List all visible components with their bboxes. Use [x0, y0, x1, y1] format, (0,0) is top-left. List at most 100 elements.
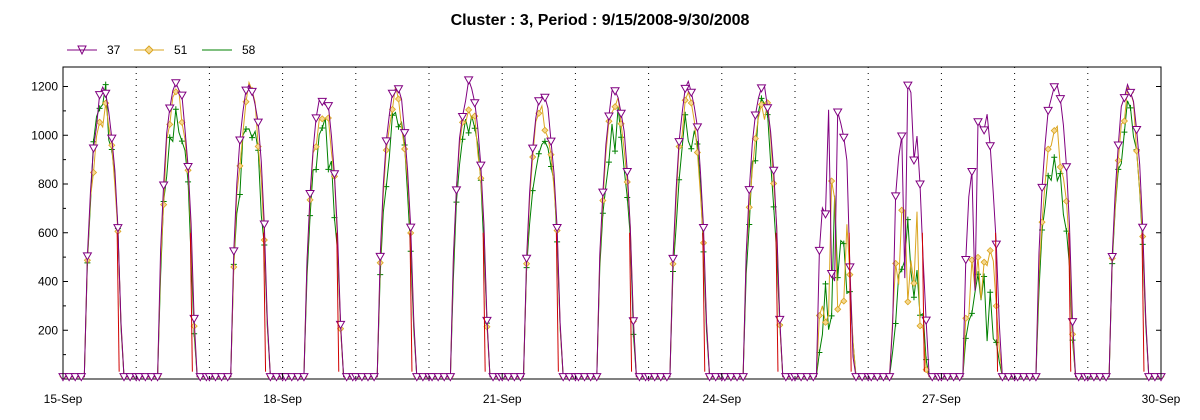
data-point-37: [164, 104, 175, 114]
data-point-37: [299, 373, 309, 382]
data-point-37: [634, 373, 645, 382]
data-point-37: [82, 252, 93, 261]
x-tick-label: 27-Sep: [922, 392, 961, 406]
data-point-58: [465, 129, 472, 136]
y-tick-label: 400: [38, 275, 58, 289]
data-point-51: [108, 141, 116, 149]
data-point-51: [1120, 117, 1128, 125]
data-point-37: [564, 373, 575, 382]
accent-stroke: [409, 232, 413, 372]
data-point-58: [1127, 104, 1134, 111]
data-point-58: [535, 150, 542, 157]
data-point-37: [381, 137, 392, 146]
data-point-37: [228, 247, 239, 256]
data-point-37: [878, 373, 889, 382]
accent-stroke: [116, 232, 120, 372]
data-point-37: [488, 373, 498, 382]
series-layer: [58, 76, 1166, 382]
data-point-37: [146, 373, 157, 382]
data-point-37: [292, 373, 303, 382]
data-point-37: [942, 373, 953, 382]
data-point-37: [622, 167, 633, 177]
data-point-37: [1031, 373, 1041, 382]
data-point-51: [312, 143, 320, 151]
data-point-37: [113, 224, 123, 233]
data-point-37: [674, 138, 684, 147]
data-point-37: [1061, 163, 1072, 172]
data-point-51: [318, 115, 326, 123]
accent-stroke: [702, 232, 706, 372]
data-point-37: [509, 373, 520, 382]
data-point-37: [265, 373, 276, 382]
data-point-51: [1050, 127, 1058, 135]
plot-frame: [62, 66, 1162, 380]
data-point-37: [515, 373, 526, 382]
data-point-58: [987, 289, 994, 296]
data-point-37: [832, 108, 843, 117]
data-point-37: [1003, 373, 1014, 382]
data-point-58: [624, 194, 631, 201]
data-point-58: [1121, 129, 1128, 136]
data-point-37: [1089, 373, 1099, 382]
data-point-37: [1131, 126, 1142, 135]
data-point-58: [313, 166, 320, 173]
data-point-37: [1125, 88, 1136, 98]
data-point-58: [834, 274, 841, 281]
data-point-58: [968, 310, 975, 317]
data-point-37: [838, 133, 849, 143]
data-point-37: [482, 316, 492, 326]
legend-label-58: 58: [242, 43, 256, 57]
data-point-58: [389, 112, 396, 119]
data-point-37: [88, 144, 99, 153]
data-point-51: [529, 153, 537, 161]
data-point-51: [904, 298, 912, 306]
data-point-37: [210, 373, 221, 382]
accent-stroke: [189, 232, 193, 372]
data-point-51: [465, 106, 473, 114]
data-point-37: [662, 373, 672, 382]
data-point-51: [757, 100, 766, 109]
data-point-37: [820, 210, 831, 219]
data-point-37: [997, 373, 1008, 382]
data-point-37: [341, 373, 352, 382]
data-point-58: [90, 138, 97, 145]
data-point-58: [694, 141, 701, 148]
data-point-37: [921, 316, 932, 326]
data-point-58: [471, 125, 478, 132]
legend-label-37: 37: [107, 43, 121, 57]
data-point-37: [305, 190, 315, 199]
data-point-58: [185, 178, 192, 185]
chart-title: Cluster : 3, Period : 9/15/2008-9/30/200…: [451, 12, 750, 29]
data-point-37: [317, 97, 328, 107]
y-tick-label: 1200: [31, 80, 58, 94]
data-point-37: [909, 156, 919, 166]
data-point-37: [1049, 83, 1060, 92]
data-point-37: [323, 102, 334, 111]
accent-stroke: [482, 232, 486, 372]
data-point-37: [140, 373, 151, 382]
data-point-37: [585, 373, 596, 382]
data-point-37: [686, 88, 697, 98]
accent-stroke: [336, 232, 340, 372]
data-point-51: [401, 145, 409, 153]
data-point-58: [993, 339, 1000, 346]
data-point-37: [750, 111, 761, 120]
data-point-37: [540, 93, 550, 103]
data-point-58: [605, 159, 612, 166]
data-point-37: [884, 373, 895, 382]
data-point-58: [981, 273, 988, 280]
data-point-37: [100, 89, 111, 99]
data-point-37: [597, 188, 608, 198]
data-point-51: [394, 95, 403, 103]
data-point-37: [668, 254, 678, 264]
data-point-37: [152, 373, 163, 382]
accent-stroke: [995, 232, 999, 372]
data-point-37: [1101, 373, 1111, 382]
data-point-37: [280, 373, 291, 382]
accent-stroke: [1141, 232, 1145, 372]
data-point-58: [102, 81, 109, 88]
data-point-51: [1056, 163, 1064, 171]
data-point-51: [1044, 145, 1052, 153]
data-point-58: [688, 145, 695, 152]
